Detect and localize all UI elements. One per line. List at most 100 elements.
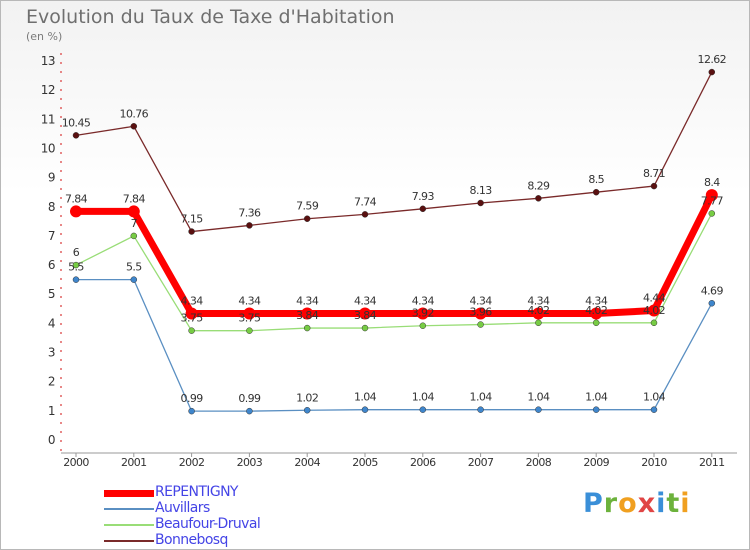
data-point [419,205,427,213]
data-label: 5.5 [126,261,142,274]
data-label: 10.45 [62,116,91,129]
chart-subtitle: (en %) [26,30,63,43]
brand-letter: x [637,488,657,519]
data-point [243,307,256,320]
data-point [70,205,82,218]
series-line-repentigny [76,193,715,317]
y-tick-label: 4 [48,316,55,330]
data-label: 10.76 [120,107,149,120]
data-point [361,211,369,218]
legend-label: REPENTIGNY [155,484,238,500]
series-line-beaufour-druval [75,213,713,332]
data-label: 4.34 [296,294,319,307]
y-tick-label: 1 [48,404,55,418]
data-label: 3.92 [412,307,434,320]
data-label: 4.02 [585,304,607,317]
y-tick-label: 7 [48,229,55,243]
data-label: 1.04 [527,391,550,404]
data-point [359,307,371,320]
brand-letter: o [618,488,638,519]
data-point [246,327,253,334]
data-point [301,307,314,320]
data-point [532,307,545,320]
x-tick-label: 2000 [63,456,89,469]
data-point [361,324,369,332]
chart-title: Evolution du Taux de Taxe d'Habitation [26,6,395,28]
data-label: 3.84 [296,309,319,322]
data-label: 7.74 [354,195,377,208]
data-label: 3.75 [238,312,261,325]
data-point [477,199,484,207]
legend-swatch [104,524,154,526]
data-point [650,406,658,413]
legend-label: Bonnebosq [155,532,228,548]
y-tick-label: 3 [48,346,55,360]
data-point [535,319,542,327]
data-label: 4.34 [181,294,204,307]
brand-letter: t [666,488,681,519]
x-tick-label: 2007 [468,456,494,469]
brand-logo: Proxiti [583,488,691,519]
data-point [592,188,600,196]
x-tick-label: 2002 [179,456,205,469]
data-point [708,300,716,307]
y-tick-label: 2 [48,375,55,389]
x-tick-label: 2003 [237,456,263,469]
data-label: 1.04 [412,391,435,404]
data-label: 7.77 [701,194,724,207]
data-point [303,324,311,332]
legend-swatch [104,508,154,510]
data-label: 7.36 [238,206,261,219]
data-point [592,319,600,327]
data-label: 4.34 [354,294,377,307]
data-label: 7.15 [181,213,204,226]
series-line-auvillars [76,279,713,412]
data-point [130,123,138,130]
x-tick-label: 2010 [641,456,667,469]
brand-letter: r [603,488,619,519]
data-point [303,215,311,222]
series-line-bonnebosq [75,71,713,233]
data-point [477,406,484,413]
legend-swatch [104,540,154,542]
data-point [246,222,253,229]
x-tick-label: 2009 [583,456,609,469]
data-label: 0.99 [238,392,261,405]
data-point [188,228,195,235]
data-label: 3.75 [181,312,204,325]
data-label: 6 [73,246,80,259]
data-label: 4.34 [585,294,608,307]
data-point [592,406,600,413]
data-point [188,407,195,415]
data-label: 4.34 [238,294,261,307]
x-tick-label: 2005 [352,456,378,469]
data-label: 4.02 [527,304,549,317]
data-point [72,261,80,269]
data-point [474,307,487,320]
legend-swatch [104,489,154,497]
y-tick-label: 13 [41,54,55,68]
data-label: 4.44 [643,292,666,305]
data-point [708,68,716,76]
data-label: 4.34 [412,294,435,307]
x-tick-label: 2011 [699,456,725,469]
y-tick-label: 5 [48,287,55,301]
y-tick-label: 0 [48,433,55,447]
data-point [303,407,311,414]
data-point [419,322,427,329]
data-label: 4.02 [643,304,665,317]
y-tick-label: 6 [48,258,55,272]
y-tick-label: 12 [41,83,55,97]
data-label: 8.13 [470,184,493,197]
legend-label: Beaufour-Druval [155,516,261,532]
brand-letter: P [583,488,604,519]
data-label: 1.02 [296,391,318,404]
data-label: 7.59 [296,200,319,213]
brand-letter: i [656,488,667,519]
data-label: 7.84 [65,192,88,205]
data-point [416,307,429,320]
data-label: 4.69 [701,284,724,297]
x-tick-label: 2004 [294,456,320,469]
data-point [650,319,658,327]
data-point [188,327,195,334]
